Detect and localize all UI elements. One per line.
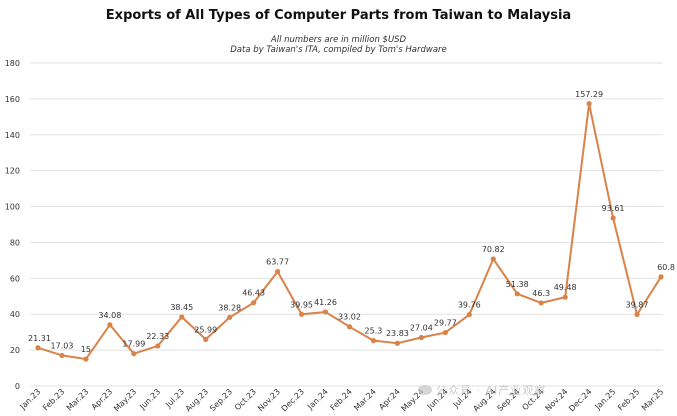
x-tick-label: Jan.23 [18, 387, 43, 412]
y-tick-label: 140 [5, 131, 20, 140]
data-point [466, 312, 472, 318]
y-tick-label: 20 [10, 346, 20, 355]
data-label: 39.95 [290, 300, 313, 309]
data-label: 41.26 [314, 298, 337, 307]
data-label: 39.87 [626, 300, 649, 309]
data-point [586, 101, 592, 107]
data-point [322, 309, 329, 315]
data-point [394, 340, 401, 346]
data-point [179, 314, 185, 320]
data-point [538, 300, 544, 306]
data-point [275, 268, 281, 275]
y-tick-label: 80 [10, 238, 20, 247]
x-tick-label: May.23 [112, 387, 138, 413]
data-label: 39.76 [458, 301, 481, 310]
data-point [35, 345, 41, 351]
y-axis-ticks: 0 20 40 60 80 100 120 140 160 180 [5, 59, 20, 391]
data-points [35, 101, 664, 362]
data-point [610, 215, 616, 221]
data-label: 25.99 [194, 325, 217, 334]
data-label: 23.83 [386, 329, 409, 338]
data-point [131, 351, 137, 357]
x-tick-label: Jan.25 [593, 387, 618, 412]
x-tick-label: Dec.23 [280, 387, 306, 413]
data-point [346, 324, 353, 330]
data-label: 34.08 [98, 311, 121, 320]
x-tick-label: Apr.24 [377, 387, 402, 412]
data-label: 21.31 [28, 334, 51, 343]
x-tick-label: Aug.23 [184, 387, 210, 413]
x-tick-label: Mar.24 [352, 387, 378, 413]
data-label: 17.03 [51, 341, 74, 350]
watermark-text: 公众号 · AI产业观察 [436, 384, 547, 397]
data-point [107, 322, 113, 328]
data-label: 25.3 [365, 327, 383, 336]
data-point [155, 343, 161, 349]
data-label: 49.48 [554, 283, 577, 292]
data-point [83, 356, 89, 362]
x-tick-label: Jul.23 [163, 387, 186, 410]
x-tick-label: Nov.23 [256, 387, 282, 413]
data-label: 51.38 [506, 280, 529, 289]
y-tick-label: 120 [5, 167, 20, 176]
data-point [227, 314, 233, 320]
data-label: 63.77 [266, 258, 289, 267]
x-tick-label: Jan.24 [305, 387, 330, 412]
data-label: 38.28 [218, 303, 241, 312]
data-label: 29.77 [434, 319, 457, 328]
chart-subtitle-units: All numbers are in million $USD [270, 35, 407, 45]
data-point [490, 256, 496, 262]
data-point [59, 352, 65, 359]
x-tick-label: Dec.24 [567, 387, 593, 413]
data-point [514, 291, 520, 297]
x-tick-label: Mar.23 [65, 387, 91, 413]
x-tick-label: Mar.25 [640, 387, 666, 413]
data-point [298, 311, 305, 317]
data-label: 93.61 [602, 204, 625, 213]
x-tick-label: Feb.25 [616, 387, 641, 412]
data-label: 22.33 [146, 332, 169, 341]
x-tick-label: Nov.24 [544, 387, 570, 413]
data-point [658, 274, 664, 280]
data-point [203, 336, 209, 342]
data-label: 157.29 [575, 90, 603, 99]
data-point [442, 329, 448, 336]
x-tick-label: Oct.23 [233, 387, 258, 412]
watermark: 公众号 · AI产业观察 [418, 382, 546, 398]
chart-title: Exports of All Types of Computer Parts f… [105, 8, 572, 23]
y-tick-label: 40 [10, 310, 20, 319]
data-label: 38.45 [170, 303, 193, 312]
data-label: 46.43 [242, 289, 265, 298]
x-tick-label: Sep.23 [208, 387, 234, 413]
data-label: 46.3 [532, 289, 550, 298]
data-point [562, 294, 568, 300]
wechat-logo-icon [418, 385, 432, 395]
data-point [418, 334, 424, 341]
y-tick-label: 160 [5, 95, 20, 104]
data-label: 33.02 [338, 313, 361, 322]
y-tick-label: 60 [10, 274, 20, 283]
data-label: 60.8 [657, 263, 675, 272]
x-tick-label: Jun.23 [137, 387, 162, 412]
y-tick-label: 180 [5, 59, 20, 68]
x-tick-label: Feb.24 [329, 387, 354, 412]
data-label: 70.82 [482, 245, 505, 254]
gridlines [30, 62, 663, 387]
x-tick-label: Feb.23 [41, 387, 66, 412]
chart-subtitle-source: Data by Taiwan's ITA, compiled by Tom's … [230, 45, 447, 55]
data-point [251, 300, 257, 306]
data-label: 15 [81, 345, 91, 354]
data-point [634, 311, 640, 318]
data-label: 17.99 [122, 340, 145, 349]
x-tick-label: Apr.23 [90, 387, 115, 412]
y-tick-label: 0 [15, 382, 20, 391]
y-tick-label: 100 [5, 203, 20, 212]
data-point [370, 338, 377, 344]
data-label: 27.04 [410, 323, 433, 332]
